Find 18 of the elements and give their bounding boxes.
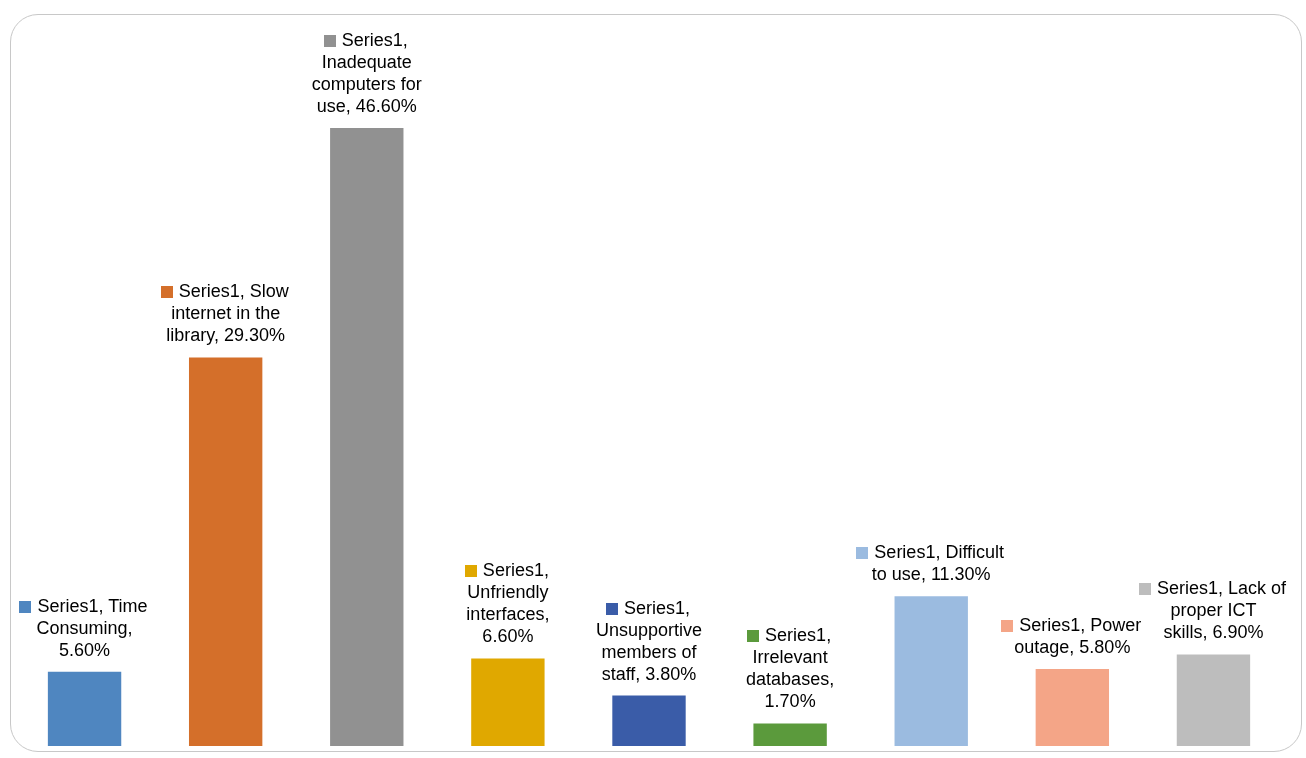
bar: [1176, 654, 1251, 746]
bar: [612, 695, 686, 746]
data-label: Series1, Time Consuming, 5.60%: [36, 595, 148, 660]
data-label: Series1, Power outage, 5.80%: [1014, 615, 1142, 658]
data-label: Series1, Slow internet in the library, 29.30%: [166, 281, 290, 346]
bar: [47, 671, 122, 746]
bar: [1035, 669, 1110, 746]
data-label: Series1, Lack of proper ICT skills, 6.90%: [1156, 578, 1287, 643]
bar: [188, 357, 263, 746]
data-label: Series1, Unsupportive members of staff, 3.80%: [595, 597, 703, 684]
bar: [471, 658, 545, 746]
bar: [894, 596, 968, 746]
data-label: Series1, Difficult to use, 11.30%: [871, 542, 1005, 585]
bar: [753, 723, 827, 746]
data-label: Series1, Irrelevant databases, 1.70%: [746, 625, 835, 712]
data-label: Series1, Inadequate computers for use, 46.60%: [311, 29, 422, 116]
data-label: Series1, Unfriendly interfaces, 6.60%: [466, 560, 550, 647]
bar: [330, 128, 404, 746]
